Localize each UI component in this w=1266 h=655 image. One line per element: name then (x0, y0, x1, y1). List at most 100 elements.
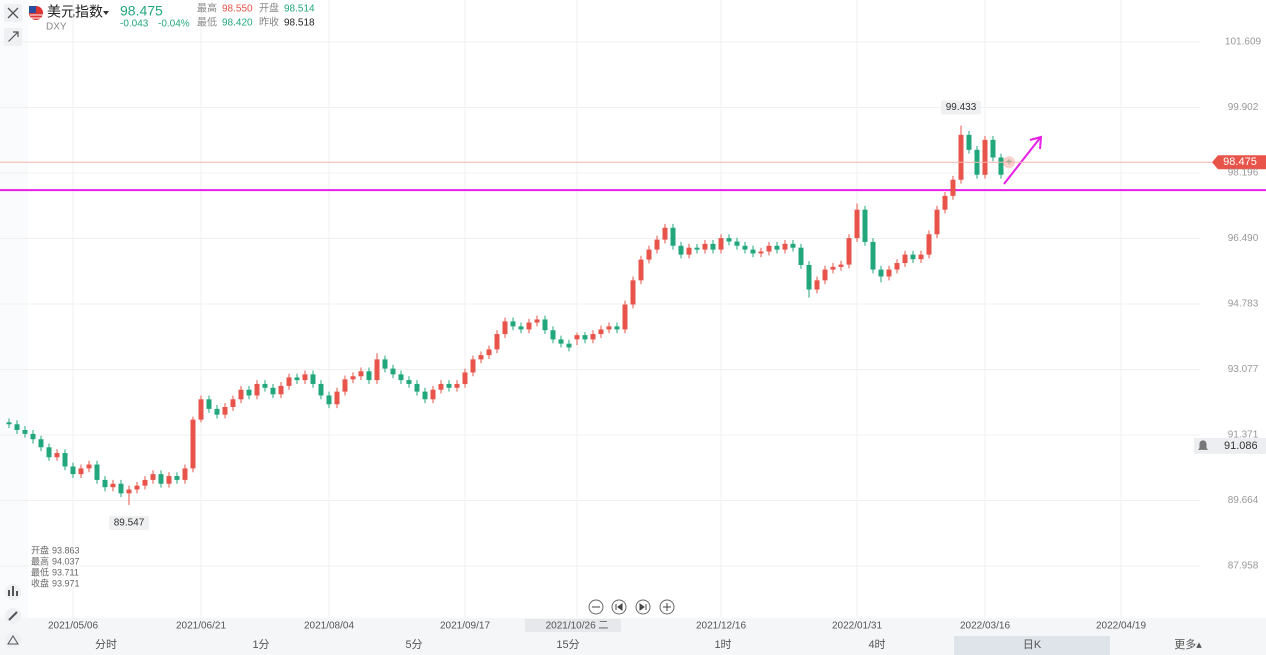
candle-body (886, 269, 892, 277)
y-tick-label: 89.664 (1228, 495, 1259, 506)
candle-body (518, 326, 524, 330)
timeframe-button[interactable]: 分时 (95, 638, 117, 651)
candle-body (950, 179, 956, 196)
draw-button[interactable] (5, 608, 21, 624)
candle-body (222, 406, 228, 415)
candle-body (54, 453, 60, 458)
candle-body (134, 485, 140, 490)
candle-body (350, 376, 356, 380)
x-tick-label: 2021/06/21 (176, 621, 226, 632)
candle-body (214, 408, 220, 415)
symbol-dropdown[interactable] (103, 11, 109, 15)
candle-body (998, 157, 1004, 175)
candle-body (166, 476, 172, 484)
candle-body (782, 243, 788, 250)
candle-body (14, 424, 20, 431)
last-price-pulse (1003, 156, 1015, 169)
symbol-name[interactable]: 美元指数 (47, 4, 103, 20)
stat-label: 开盘 (259, 2, 279, 15)
candle-body (70, 466, 76, 475)
candle-body (582, 335, 588, 340)
candle-body (766, 245, 772, 252)
timeframe-button[interactable]: 15分 (556, 638, 579, 651)
candle-body (630, 280, 636, 305)
selected-timeframe-bg (954, 636, 1110, 655)
indicator-button[interactable] (5, 584, 21, 600)
max-label-bg (941, 100, 981, 115)
candle-body (254, 383, 260, 396)
info-label: 最高 (31, 555, 49, 566)
info-value: 94.037 (52, 556, 80, 566)
candle-body (726, 238, 732, 242)
candle-body (566, 343, 572, 348)
min-label-bg (109, 515, 149, 530)
candle-body (774, 245, 780, 250)
candle-body (822, 269, 828, 281)
zoom-controls (588, 599, 675, 615)
timeframe-button[interactable]: 日K (1023, 639, 1042, 651)
shape-button[interactable] (5, 632, 21, 648)
candle-body (510, 321, 516, 327)
candle-body (798, 247, 804, 265)
info-value: 93.863 (52, 545, 80, 555)
candle-body (102, 479, 108, 488)
candle-body (126, 489, 132, 494)
candle-body (318, 383, 324, 396)
candle-body (310, 374, 316, 384)
last-price: 98.475 (120, 3, 163, 19)
candle-body (150, 474, 156, 480)
candle-body (398, 374, 404, 381)
candle-body (158, 474, 164, 484)
candle-body (670, 227, 676, 246)
candle-body (654, 239, 660, 250)
candle-body (46, 447, 52, 458)
candle-body (206, 399, 212, 409)
candle-body (430, 389, 436, 400)
stat-value: 98.550 (222, 4, 253, 15)
candle-body (78, 468, 84, 475)
candle-body (422, 391, 428, 400)
stat-label: 昨收 (259, 16, 279, 29)
candle-body (614, 326, 620, 330)
candle-body (942, 195, 948, 210)
candle-body (838, 264, 844, 267)
expand-button[interactable] (4, 28, 22, 46)
timeframe-button[interactable]: 4时 (868, 638, 885, 651)
info-value: 93.711 (52, 567, 79, 577)
candle-body (678, 245, 684, 255)
alert-price: 91.086 (1224, 440, 1258, 452)
y-tick-label: 99.902 (1228, 102, 1259, 113)
candle-body (462, 372, 468, 384)
info-label: 收盘 (31, 577, 49, 588)
candle-body (38, 439, 44, 448)
x-tick-label: 2022/04/19 (1096, 621, 1146, 632)
y-tick-label: 87.958 (1228, 561, 1259, 572)
candle-body (646, 249, 652, 260)
x-tick-label: 2021/09/17 (440, 621, 490, 632)
candle-body (694, 247, 700, 250)
timeframe-button[interactable]: 1时 (714, 638, 731, 651)
timeframe-button[interactable]: 5分 (405, 638, 422, 651)
candle-body (990, 139, 996, 158)
stat-label: 最低 (197, 16, 217, 29)
timeframe-button[interactable]: 更多▴ (1174, 637, 1202, 651)
candle-body (606, 326, 612, 330)
stat-value: 98.518 (284, 18, 315, 29)
candle-body (550, 330, 556, 340)
candle-body (902, 254, 908, 264)
stat-label: 最高 (197, 2, 217, 15)
close-button[interactable] (4, 4, 22, 22)
candle-body (494, 334, 500, 350)
candle-body (662, 227, 668, 240)
candle-body (342, 379, 348, 392)
candle-body (358, 371, 364, 377)
y-tick-label: 101.609 (1225, 37, 1262, 48)
candle-body (918, 254, 924, 260)
candle-body (862, 209, 868, 242)
info-label: 最低 (31, 566, 49, 577)
timeframe-button[interactable]: 1分 (252, 638, 269, 651)
candle-body (366, 371, 372, 381)
candle-body (270, 387, 276, 395)
y-tick-label: 98.196 (1228, 168, 1259, 179)
candle-body (438, 383, 444, 390)
